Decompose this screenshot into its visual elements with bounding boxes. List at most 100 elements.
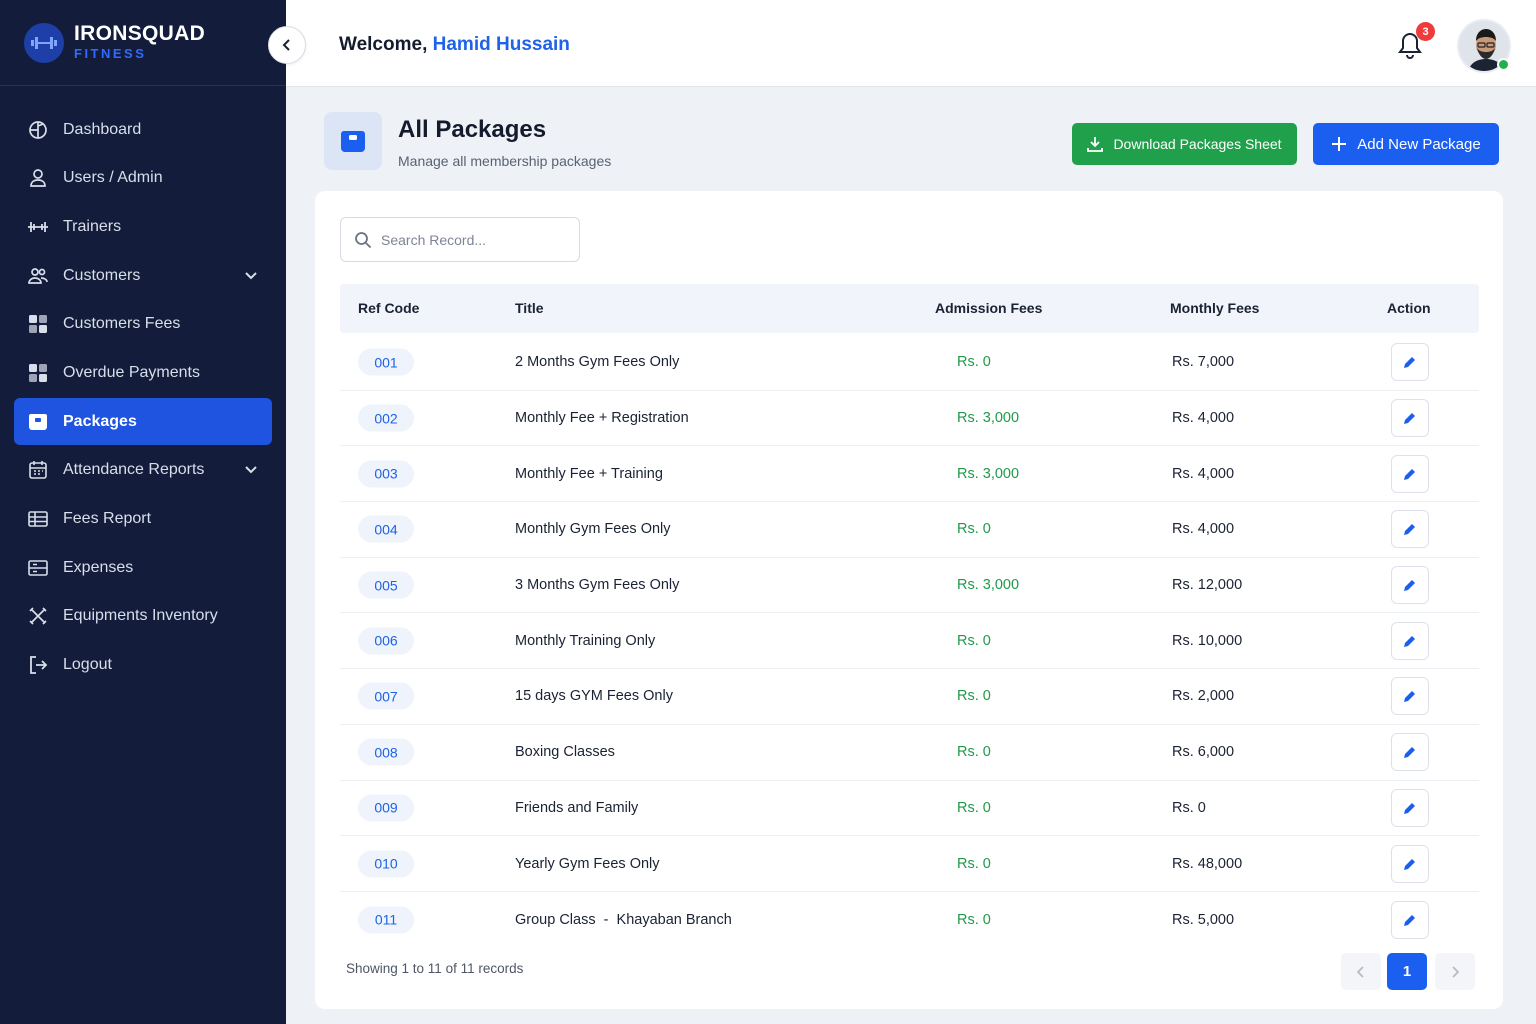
ref-code-badge: 001 [358, 348, 414, 376]
package-title: Monthly Fee + Registration [515, 410, 689, 427]
chevron-left-icon [282, 39, 290, 51]
pencil-icon [1404, 802, 1415, 814]
dumbbell-logo-icon [24, 22, 64, 63]
sidebar-item-label: Expenses [63, 558, 134, 576]
edit-button[interactable] [1391, 399, 1429, 438]
admission-fees: Rs. 0 [957, 799, 991, 816]
edit-button[interactable] [1391, 844, 1429, 883]
collapse-sidebar-button[interactable] [268, 26, 306, 64]
table-row: 003 Monthly Fee + Training Rs. 3,000 Rs.… [340, 446, 1479, 503]
pagination-page-1[interactable]: 1 [1387, 953, 1427, 990]
monthly-fees: Rs. 0 [1172, 799, 1206, 816]
online-status-indicator [1497, 58, 1510, 71]
package-icon [26, 410, 50, 434]
admission-fees: Rs. 0 [957, 855, 991, 872]
pagination-next-button[interactable] [1435, 953, 1475, 990]
column-header-action: Action [1387, 300, 1431, 316]
table-row: 011 Group Class - Khayaban Branch Rs. 0 … [340, 892, 1479, 948]
packages-card: Ref Code Title Admission Fees Monthly Fe… [315, 191, 1503, 1009]
monthly-fees: Rs. 6,000 [1172, 744, 1235, 761]
chevron-left-icon [1357, 965, 1364, 978]
edit-button[interactable] [1391, 510, 1429, 549]
sidebar-item-label: Attendance Reports [63, 461, 205, 479]
edit-button[interactable] [1391, 900, 1429, 939]
sidebar-item-label: Users / Admin [63, 169, 163, 187]
sidebar: IRONSQUAD FITNESS Dashboard Users / Admi… [0, 0, 286, 1024]
notification-bell-icon[interactable] [1394, 28, 1426, 62]
table-row: 006 Monthly Training Only Rs. 0 Rs. 10,0… [340, 613, 1479, 670]
column-header-title[interactable]: Title [515, 300, 544, 316]
monthly-fees: Rs. 4,000 [1172, 465, 1235, 482]
sidebar-item-label: Packages [63, 412, 137, 430]
pencil-icon [1404, 858, 1415, 870]
sidebar-item-customers[interactable]: Customers [14, 252, 272, 299]
table-icon [26, 507, 50, 531]
sidebar-item-equipments-inventory[interactable]: Equipments Inventory [14, 593, 272, 640]
pencil-icon [1404, 413, 1415, 425]
pencil-icon [1404, 635, 1415, 647]
edit-button[interactable] [1391, 621, 1429, 660]
table-row: 004 Monthly Gym Fees Only Rs. 0 Rs. 4,00… [340, 502, 1479, 558]
monthly-fees: Rs. 4,000 [1172, 410, 1235, 427]
ref-code-badge: 007 [358, 682, 414, 710]
edit-button[interactable] [1391, 454, 1429, 493]
table-row: 010 Yearly Gym Fees Only Rs. 0 Rs. 48,00… [340, 836, 1479, 892]
edit-button[interactable] [1391, 733, 1429, 772]
table-row: 009 Friends and Family Rs. 0 Rs. 0 [340, 781, 1479, 837]
edit-button[interactable] [1391, 343, 1429, 382]
sidebar-item-packages[interactable]: Packages [14, 398, 272, 446]
column-header-admission-fees[interactable]: Admission Fees [935, 300, 1043, 316]
top-header: Welcome, Hamid Hussain 3 [286, 0, 1536, 87]
pagination-prev-button[interactable] [1341, 953, 1381, 990]
chevron-down-icon[interactable] [240, 264, 262, 286]
sidebar-item-users-admin[interactable]: Users / Admin [14, 155, 272, 202]
download-packages-sheet-button[interactable]: Download Packages Sheet [1072, 123, 1297, 165]
admission-fees: Rs. 0 [957, 911, 991, 928]
page-subtitle: Manage all membership packages [398, 153, 612, 169]
list-icon [26, 556, 50, 580]
user-icon [26, 166, 50, 190]
monthly-fees: Rs. 10,000 [1172, 632, 1243, 649]
package-title: Boxing Classes [515, 744, 615, 761]
calendar-icon [26, 458, 50, 482]
download-button-label: Download Packages Sheet [1113, 136, 1282, 152]
ref-code-badge: 009 [358, 794, 414, 822]
package-title: Monthly Training Only [515, 632, 656, 649]
edit-button[interactable] [1391, 788, 1429, 827]
sidebar-item-attendance-reports[interactable]: Attendance Reports [14, 447, 272, 494]
sidebar-item-label: Equipments Inventory [63, 607, 218, 625]
ref-code-badge: 010 [358, 850, 414, 878]
sidebar-item-label: Customers Fees [63, 315, 181, 333]
table-body: 001 2 Months Gym Fees Only Rs. 0 Rs. 7,0… [340, 335, 1479, 948]
sidebar-item-logout[interactable]: Logout [14, 642, 272, 689]
sidebar-item-trainers[interactable]: Trainers [14, 203, 272, 250]
sidebar-item-expenses[interactable]: Expenses [14, 544, 272, 591]
edit-button[interactable] [1391, 566, 1429, 605]
search-input[interactable] [381, 231, 561, 248]
sidebar-item-overdue-payments[interactable]: Overdue Payments [14, 349, 272, 396]
package-title: 3 Months Gym Fees Only [515, 577, 680, 594]
brand[interactable]: IRONSQUAD FITNESS [0, 0, 286, 86]
chevron-down-icon[interactable] [240, 459, 262, 481]
column-header-ref-code[interactable]: Ref Code [358, 300, 420, 316]
monthly-fees: Rs. 12,000 [1172, 577, 1243, 594]
ref-code-badge: 005 [358, 571, 414, 599]
search-box[interactable] [340, 217, 580, 262]
records-summary: Showing 1 to 11 of 11 records [346, 961, 524, 976]
sidebar-item-customers-fees[interactable]: Customers Fees [14, 301, 272, 348]
search-icon [355, 231, 372, 248]
package-title: Yearly Gym Fees Only [515, 855, 660, 872]
pencil-icon [1404, 914, 1415, 926]
edit-button[interactable] [1391, 677, 1429, 716]
package-title: 2 Months Gym Fees Only [515, 354, 680, 371]
sidebar-item-fees-report[interactable]: Fees Report [14, 496, 272, 543]
table-row: 001 2 Months Gym Fees Only Rs. 0 Rs. 7,0… [340, 335, 1479, 391]
table-row: 002 Monthly Fee + Registration Rs. 3,000… [340, 391, 1479, 447]
user-name: Hamid Hussain [432, 34, 570, 55]
add-new-package-button[interactable]: Add New Package [1313, 123, 1499, 165]
sidebar-item-dashboard[interactable]: Dashboard [14, 106, 272, 153]
column-header-monthly-fees[interactable]: Monthly Fees [1170, 300, 1260, 316]
package-title: 15 days GYM Fees Only [515, 688, 673, 705]
table-row: 005 3 Months Gym Fees Only Rs. 3,000 Rs.… [340, 558, 1479, 614]
admission-fees: Rs. 3,000 [957, 410, 1020, 427]
